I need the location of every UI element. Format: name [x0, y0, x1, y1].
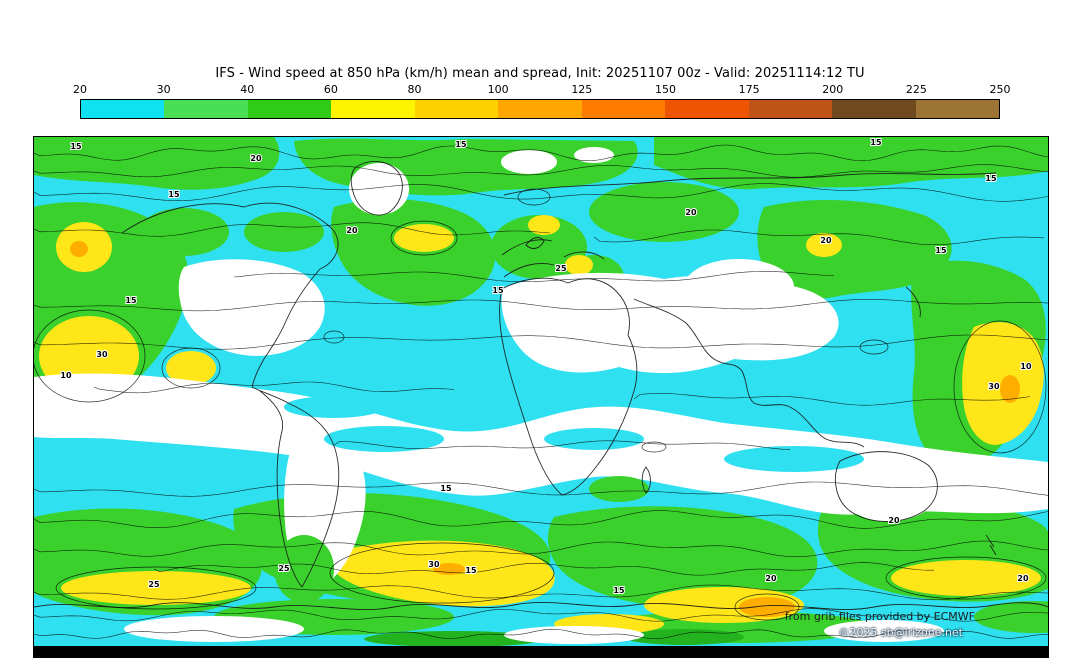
contour-labels: 15 20 15 15 15 20 15 15 20 10 15 25 15 20 15 20 15 20 10 25… [59, 137, 1033, 596]
contour-label: 20 [250, 154, 262, 163]
colorbar-ticks: 20 30 40 60 80 100 125 150 175 200 225 250 [73, 83, 1011, 96]
contour-label: 10 [1020, 362, 1032, 371]
contour-label: 15 [465, 566, 477, 575]
contour-label: 15 [613, 586, 625, 595]
map-bottom-bar [33, 646, 1049, 658]
contour-label: 15 [985, 174, 997, 183]
contour-label: 15 [455, 140, 467, 149]
credit-source: from grib files provided by ECMWF [784, 610, 975, 623]
contour-label: 15 [935, 246, 947, 255]
colorbar-segment [331, 100, 415, 118]
contour-label: 15 [168, 190, 180, 199]
contour-label: 15 [440, 484, 452, 493]
wind-map-svg: 15 20 15 15 15 20 15 15 20 10 15 25 15 20 15 20 15 20 10 25… [34, 137, 1048, 646]
colorbar-segment [498, 100, 582, 118]
contour-label: 25 [555, 264, 567, 273]
colorbar-tick: 40 [240, 83, 255, 96]
contour-label: 15 [870, 138, 882, 147]
contour-label: 25 [148, 580, 160, 589]
contour-label: 10 [60, 371, 72, 380]
contour-label: 20 [820, 236, 832, 245]
contour-label: 25 [278, 564, 290, 573]
contour-lines [34, 144, 1048, 639]
contour-label: 30 [428, 560, 440, 569]
colorbar-segment [748, 100, 833, 118]
contour-label: 20 [1017, 574, 1029, 583]
colorbar-tick: 150 [654, 83, 676, 96]
map-title: IFS - Wind speed at 850 hPa (km/h) mean … [215, 66, 865, 81]
contour-label: 15 [70, 142, 82, 151]
contour-label: 20 [765, 574, 777, 583]
colorbar [80, 99, 1000, 119]
colorbar-segment [915, 100, 999, 118]
contour-label: 20 [346, 226, 358, 235]
colorbar-segment [832, 100, 916, 118]
colorbar-tick: 200 [822, 83, 844, 96]
colorbar-tick: 100 [487, 83, 509, 96]
wind-speed-field [34, 137, 1048, 646]
colorbar-segment [164, 100, 248, 118]
colorbar-tick: 125 [571, 83, 593, 96]
colorbar-tick: 80 [407, 83, 422, 96]
contour-label: 15 [125, 296, 137, 305]
colorbar-tick: 250 [989, 83, 1011, 96]
colorbar-segment [665, 100, 749, 118]
contour-label: 20 [685, 208, 697, 217]
contour-label: 15 [492, 286, 504, 295]
colorbar-segment [414, 100, 499, 118]
colorbar-tick: 225 [905, 83, 927, 96]
contour-label: 30 [96, 350, 108, 359]
world-wind-map: 15 20 15 15 15 20 15 15 20 10 15 25 15 20 15 20 15 20 10 25… [33, 136, 1049, 647]
colorbar-tick: 60 [323, 83, 338, 96]
contour-rings [34, 188, 1047, 621]
contour-label: 20 [888, 516, 900, 525]
colorbar-tick: 30 [156, 83, 171, 96]
colorbar-tick: 175 [738, 83, 760, 96]
colorbar-tick: 20 [73, 83, 87, 96]
colorbar-segment [247, 100, 332, 118]
colorbar-segment [81, 100, 165, 118]
credit-copyright: ©2025 sb@irizone.net [838, 626, 963, 639]
coastlines [34, 160, 1048, 610]
colorbar-segment [581, 100, 666, 118]
contour-label: 30 [988, 382, 1000, 391]
